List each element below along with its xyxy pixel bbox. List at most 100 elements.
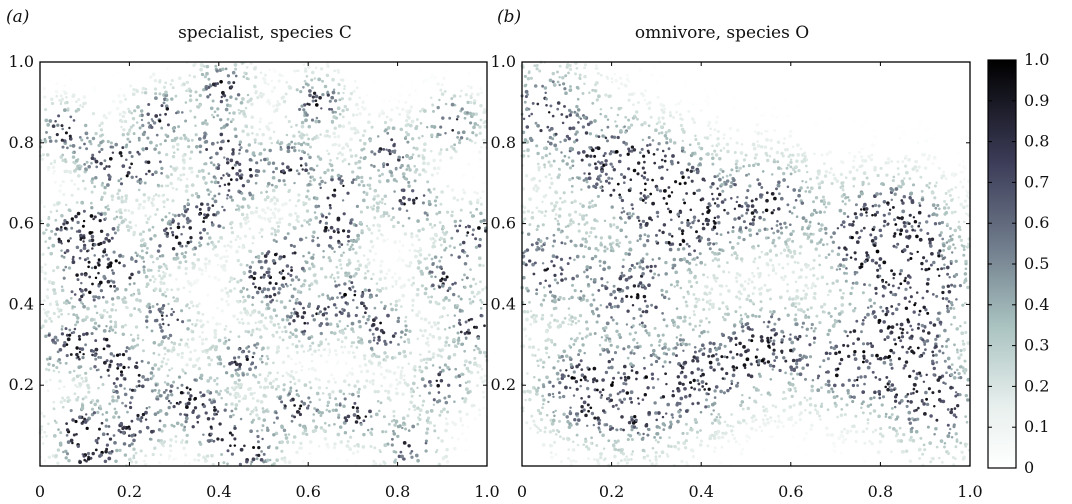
panel-a-particle [162,440,166,444]
panel-a-particle [336,271,340,275]
panel-a-particle [152,121,157,125]
panel-a-particle [130,460,134,464]
panel-a-particle [391,285,395,288]
panel-a-particle [177,213,181,218]
panel-a-particle [358,96,362,100]
panel-a-particle [295,298,299,302]
panel-a-particle [236,235,240,239]
panel-a-particle [229,414,233,419]
panel-a-particle [464,448,468,452]
panel-a-particle [315,164,319,168]
panel-a-particle [130,175,134,179]
panel-a-particle [336,432,341,437]
panel-a-particle [134,224,138,227]
panel-a-particle [238,148,241,152]
panel-a-particle [445,230,449,234]
panel-a-particle [135,385,139,388]
panel-a-particle [317,386,322,390]
panel-b-particle [606,118,610,121]
panel-a-particle [430,325,434,329]
panel-a-particle [286,284,289,288]
panel-a-particle [222,461,226,465]
panel-a-particle [299,441,303,446]
panel-a-particle [188,74,192,77]
panel-a-particle [382,238,386,243]
panel-a-particle [224,259,229,264]
panel-a-particle [314,99,318,102]
panel-b-particle [719,233,723,236]
panel-a-particle [198,241,201,245]
panel-a-particle [170,341,173,344]
panel-a-particle [328,235,333,240]
panel-a-particle [290,294,295,299]
panel-a-particle [135,254,139,258]
panel-a-particle [116,225,120,229]
panel-b-particle [744,312,748,316]
panel-a-particle [309,400,312,404]
panel-a-particle [282,179,286,183]
panel-a-particle [142,230,145,234]
panel-a-particle [413,374,417,378]
panel-a-particle [290,419,294,423]
panel-a-particle [312,168,316,172]
panel-a-particle [164,81,168,85]
panel-a-particle [295,389,298,392]
panel-b-particle [751,334,755,338]
panel-b-particle [952,243,955,246]
panel-a-particle [111,271,116,275]
panel-a-particle [436,383,440,388]
panel-a-particle [362,419,366,423]
panel-a-particle [454,224,457,228]
panel-a-particle [171,155,176,159]
panel-a-particle [124,323,127,327]
panel-a-particle [412,281,416,285]
panel-a-particle [411,153,415,156]
panel-a-particle [220,95,223,99]
panel-b-particle [643,233,647,237]
panel-a-particle [308,344,312,348]
panel-b-particle [563,316,567,320]
panel-b-particle [884,412,888,416]
panel-a-particle [153,78,158,83]
panel-a-particle [266,306,271,311]
panel-b-particle [668,113,673,118]
panel-a-particle [292,226,297,230]
panel-b-particle [924,308,928,312]
panel-a-particle [384,359,387,362]
panel-a-particle [251,303,254,307]
panel-a-particle [188,462,191,465]
panel-a-particle [373,336,376,340]
panel-a-particle [299,142,304,147]
panel-a-particle [370,163,373,167]
panel-a-particle [295,123,298,127]
panel-a-particle [184,266,188,271]
panel-a-particle [119,370,124,374]
panel-a-particle [399,375,403,380]
panel-a-particle [435,400,440,404]
panel-b-particle [829,314,833,318]
panel-a-particle [296,220,300,224]
panel-a-particle [168,454,172,458]
panel-a-particle [233,394,236,397]
panel-a-particle [198,207,202,211]
panel-a-particle [463,349,467,353]
panel-a-particle [294,275,299,279]
panel-a-particle [213,194,217,198]
panel-a-particle [117,223,121,227]
panel-b-particle [786,163,790,167]
panel-a-particle [203,213,206,217]
panel-a-particle [303,69,308,73]
panel-a-particle [404,427,407,431]
panel-a-particle [164,264,168,268]
panel-a-particle [414,254,418,259]
panel-a-particle [54,218,58,222]
panel-a-particle [151,197,155,202]
panel-a-particle [402,441,407,445]
panel-a-particle [132,87,136,92]
panel-a-particle [228,289,233,293]
panel-a-particle [167,302,170,306]
panel-a-particle [60,213,64,218]
panel-a-particle [319,331,323,336]
panel-b-particle [609,193,613,197]
panel-a-particle [286,232,290,236]
